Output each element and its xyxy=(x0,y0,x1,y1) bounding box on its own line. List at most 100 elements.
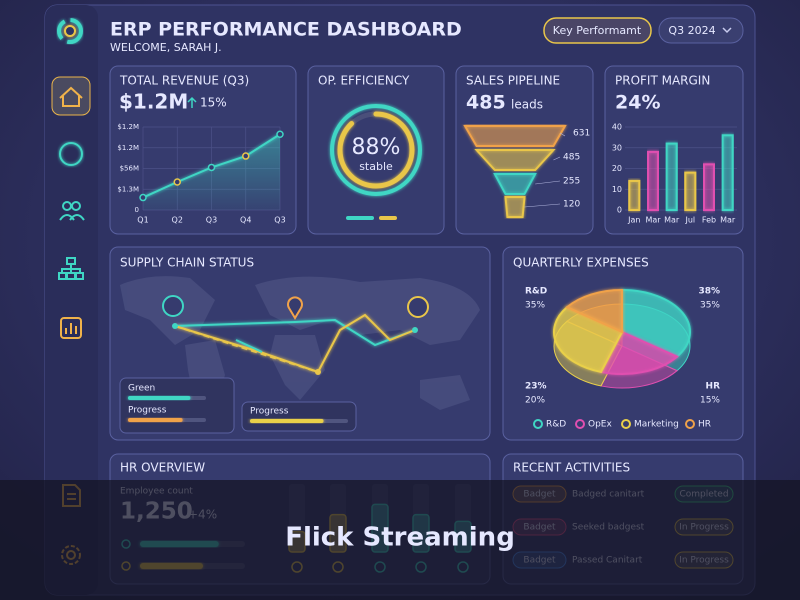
x-tick-label: Mar xyxy=(645,216,661,225)
welcome: WELCOME, SARAH J. xyxy=(110,41,222,54)
routes xyxy=(174,313,416,374)
card-title: SUPPLY CHAIN STATUS xyxy=(120,256,254,270)
progress-label: Progress xyxy=(128,406,167,416)
callout: 20% xyxy=(525,396,545,406)
card-title: TOTAL REVENUE (Q3) xyxy=(119,74,249,88)
kpi-value: 485 xyxy=(466,92,506,114)
efficiency-card xyxy=(307,65,445,235)
leader xyxy=(535,180,561,185)
legend-swatch xyxy=(685,419,695,429)
funnel-stage xyxy=(504,196,526,218)
chevron xyxy=(722,27,732,34)
leader xyxy=(553,156,561,161)
legend-label: R&D xyxy=(546,420,566,430)
stage-label: 120 xyxy=(563,200,580,210)
period-label: Q3 2024 xyxy=(668,24,715,37)
kpi-change: 15% xyxy=(200,96,227,110)
point xyxy=(173,178,181,186)
legend-swatch xyxy=(533,419,543,429)
title: ERP PERFORMANCE DASHBOARD xyxy=(110,19,462,41)
y-tick-label: $1.2M xyxy=(117,144,139,152)
y-tick-label: $1.2M xyxy=(117,123,139,131)
callout: 35% xyxy=(525,301,545,311)
banner xyxy=(0,480,800,600)
key-button-label: Key Performamt xyxy=(553,24,642,37)
point xyxy=(207,163,216,172)
pie-slice xyxy=(565,288,623,334)
indicator xyxy=(346,216,374,220)
stage-label: 631 xyxy=(573,129,590,139)
bar xyxy=(628,179,641,211)
callout: 15% xyxy=(700,396,720,406)
card-title: RECENT ACTIVITIES xyxy=(513,461,630,475)
map-pins xyxy=(162,295,429,375)
bar xyxy=(703,163,715,212)
card-title: SALES PIPELINE xyxy=(466,74,560,88)
efficiency-status: stable xyxy=(359,160,393,173)
kpi-value: $1.2M xyxy=(119,90,188,114)
card-title: PROFIT MARGIN xyxy=(615,74,710,88)
home-icon xyxy=(59,86,83,107)
funnel-stage xyxy=(474,149,556,171)
bar xyxy=(721,134,734,211)
x-tick-label: Q3 xyxy=(274,216,285,225)
x-tick-label: Jul xyxy=(685,216,696,225)
bar xyxy=(665,142,678,212)
leader xyxy=(524,203,561,208)
leader xyxy=(559,132,566,137)
nav-finance[interactable] xyxy=(59,142,83,166)
key-button[interactable] xyxy=(543,17,652,44)
card-title: HR OVERVIEW xyxy=(120,461,205,475)
kpi-value: 24% xyxy=(615,92,660,114)
up-arrow xyxy=(187,96,197,108)
y-tick-label: 40 xyxy=(612,123,622,132)
progress-bar xyxy=(128,418,183,422)
x-tick-label: Q3 xyxy=(206,216,217,225)
callout: R&D xyxy=(525,287,547,297)
logo xyxy=(57,18,83,44)
legend-label: HR xyxy=(698,420,711,430)
stage-label: 485 xyxy=(563,153,580,163)
y-tick-label: 0 xyxy=(617,206,622,215)
card-title: OP. EFFICIENCY xyxy=(318,74,410,88)
callout: HR xyxy=(706,382,721,392)
funnel-stage xyxy=(463,125,567,147)
bar xyxy=(684,171,697,211)
ring-outer xyxy=(330,104,422,196)
card-title: QUARTERLY EXPENSES xyxy=(513,256,649,270)
efficiency-arc xyxy=(337,111,415,189)
x-tick-label: Feb xyxy=(702,216,716,225)
legend-label: OpEx xyxy=(588,420,612,430)
point xyxy=(276,130,284,139)
nav-reports[interactable] xyxy=(60,317,82,339)
bar xyxy=(647,150,659,211)
x-tick-label: Mar xyxy=(720,216,736,225)
nav-people[interactable] xyxy=(59,201,85,221)
legend-swatch xyxy=(621,419,631,429)
nav-home[interactable] xyxy=(51,76,91,116)
stage-label: 255 xyxy=(563,177,580,187)
legend-swatch xyxy=(575,419,585,429)
period-select[interactable] xyxy=(658,17,744,44)
funnel-stage xyxy=(493,173,537,195)
progress-bar xyxy=(128,396,191,400)
pie-slice xyxy=(553,306,624,374)
pie-slice xyxy=(599,330,679,375)
indicator xyxy=(379,216,397,220)
efficiency-value: 88% xyxy=(352,135,401,160)
y-tick-label: 20 xyxy=(612,164,622,173)
nav-org[interactable] xyxy=(58,257,84,280)
progress-bar xyxy=(250,419,324,423)
progress-label: Progress xyxy=(250,407,289,417)
progress-label: Green xyxy=(128,384,155,394)
x-tick-label: Q2 xyxy=(172,216,183,225)
callout: 38% xyxy=(698,287,720,297)
pie-slice xyxy=(621,288,691,358)
y-tick-label: 0 xyxy=(135,206,139,214)
sidebar xyxy=(45,5,98,595)
callout: 23% xyxy=(525,382,547,392)
x-tick-label: Q4 xyxy=(240,216,251,225)
callout: 35% xyxy=(700,301,720,311)
